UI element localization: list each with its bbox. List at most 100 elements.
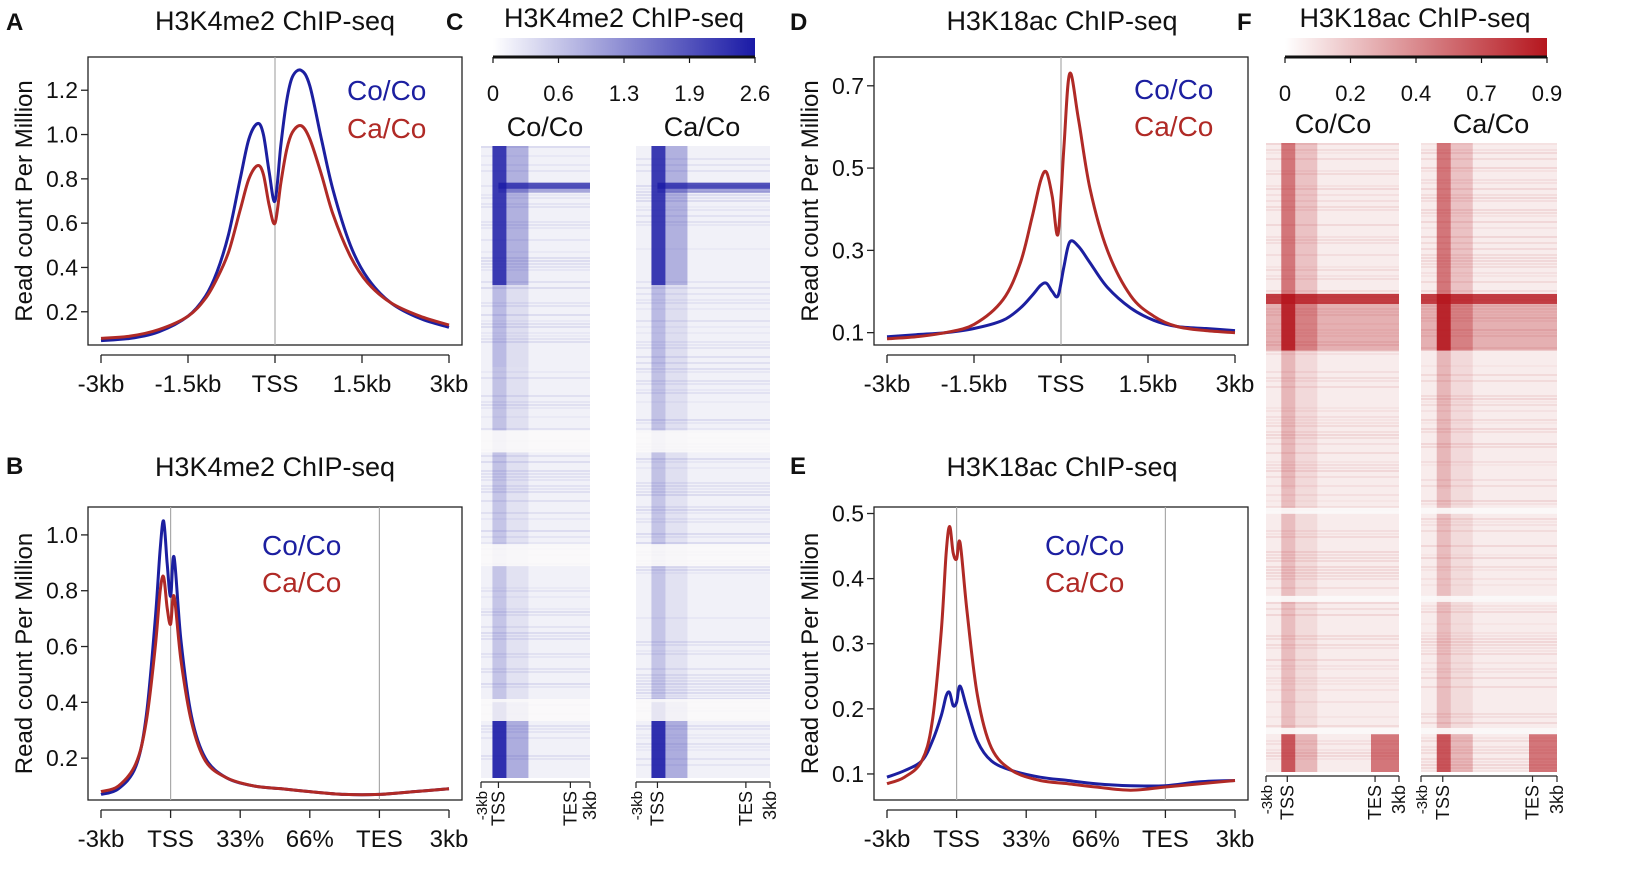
heatmap-tss-shoulder [506,493,529,703]
heatmap-tss-shoulder [506,146,529,286]
y-tick-label: 0.3 [832,631,864,657]
panel-letter: B [6,453,23,480]
heatmap-row [1266,608,1399,610]
heatmap-row [636,641,770,643]
heatmap-row [1266,170,1399,172]
heatmap-row [481,614,590,616]
heatmap-tss-shoulder [665,285,688,368]
heatmap-row [481,542,590,544]
heatmap-row [636,428,770,430]
heatmap-row [1266,701,1399,703]
heatmap-row [1421,671,1557,673]
heatmap-row [1421,257,1557,259]
heatmap-row [1421,518,1557,520]
heatmap-row [1266,725,1399,727]
heatmap-row [1421,167,1557,169]
heatmap-row [481,224,590,226]
heatmap-x-tick-label: -3kb [474,791,491,820]
heatmap-row [636,383,770,385]
heatmap-row [481,611,590,613]
panel-letter: A [6,9,23,36]
heatmap-row [636,533,770,535]
heatmap-row [481,266,590,268]
heatmap-gap [1266,595,1399,602]
heatmap-row [1266,143,1399,145]
x-tick-label: -3kb [864,826,911,853]
heatmap-row [1421,182,1557,184]
heatmap-row [1421,410,1557,412]
y-tick-label: 0.1 [832,761,864,787]
y-tick-label: 0.3 [832,237,864,263]
y-tick-label: 0.4 [46,689,78,715]
heatmap-row [636,380,770,382]
y-tick-label: 0.7 [832,73,864,99]
heatmap-row [1421,272,1557,274]
heatmap-tss-signal [651,493,666,703]
heatmap-row [481,536,590,538]
x-tick-label: 3kb [1216,371,1255,398]
heatmap-row [1266,464,1399,466]
heatmap-row [1421,644,1557,646]
heatmap-row [1421,650,1557,652]
heatmap-gap [1421,507,1557,514]
y-axis-label: Read count Per Million [797,80,824,321]
x-tick-label: 3kb [430,371,469,398]
heatmap-row [1266,308,1399,310]
series-line-ca-co [886,525,1236,792]
heatmap-row [1421,461,1557,463]
heatmap-tss-signal [1281,293,1296,351]
heatmap-row [1421,578,1557,580]
heatmap-row [636,668,770,670]
x-tick-label: 3kb [1216,826,1255,853]
heatmap-row [636,341,770,343]
heatmap-row [636,689,770,691]
heatmap-row [1266,743,1399,745]
heatmap-row [1421,530,1557,532]
heatmap-row [1421,668,1557,670]
heatmap-row [481,146,590,148]
heatmap-tss-shoulder [1295,293,1318,351]
heatmap-row [1421,764,1557,766]
x-tick-label: TSS [1038,371,1085,398]
heatmap-row [1421,635,1557,637]
heatmap-row [1421,713,1557,715]
heatmap-row [1421,143,1557,145]
heatmap-row [1421,347,1557,349]
panel-letter: D [790,9,807,36]
panel-b: B H3K4me2 ChIP-seq Read count Per Million 0… [6,452,468,853]
heatmap-row [1421,194,1557,196]
series-line-co-co [886,684,1236,788]
x-tick-label: -3kb [78,826,125,853]
heatmap-row [1266,749,1399,751]
heatmap-tss-signal [1281,350,1296,489]
heatmap-column-label: Ca/Co [664,112,741,142]
heatmap-row [636,164,770,166]
heatmap-row [481,638,590,640]
x-tick-label: 33% [216,826,264,853]
heatmap-row [636,743,770,745]
heatmap-row [1421,236,1557,238]
heatmap-row [1421,374,1557,376]
heatmap-tss-signal [651,285,666,368]
heatmap-row [1266,506,1399,508]
heatmap-row [1266,569,1399,571]
heatmap-gap [1421,727,1557,734]
y-tick-label: 0.4 [46,254,78,280]
heatmap-row [636,482,770,484]
heatmap-row [636,209,770,211]
heatmap-row [1266,443,1399,445]
heatmap-row [1421,179,1557,181]
heatmap-tss-shoulder [1450,350,1473,489]
heatmap-row [1421,749,1557,751]
heatmap-row [636,536,770,538]
heatmap-row [1266,224,1399,226]
heatmap-row [1421,227,1557,229]
heatmap-row [1421,503,1557,505]
heatmap-row [481,485,590,487]
heatmap-row [636,461,770,463]
heatmap-row [481,671,590,673]
heatmap-row [1266,314,1399,316]
heatmap-row [1266,467,1399,469]
chart-title: H3K4me2 ChIP-seq [155,452,395,482]
